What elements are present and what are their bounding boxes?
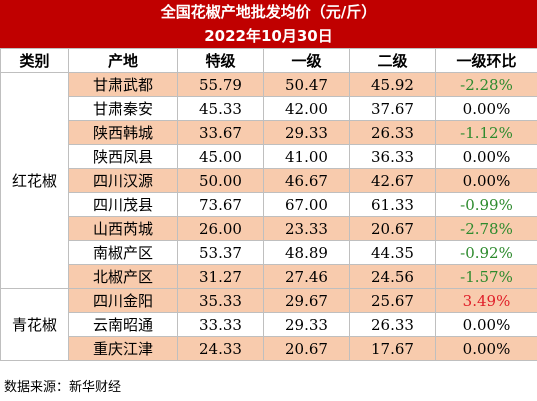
special-grade-cell: 33.33 [177,312,264,337]
second-grade-cell: 17.67 [349,336,436,361]
origin-cell: 陕西凤县 [68,144,178,169]
second-grade-cell: 45.92 [349,72,436,97]
origin-cell: 山西芮城 [68,216,178,241]
table-row: 四川茂县 73.67 67.00 61.33 -0.99% [1,192,537,217]
first-grade-cell: 50.47 [263,72,350,97]
change-cell: -0.99% [435,192,537,217]
first-grade-cell: 67.00 [263,192,350,217]
change-cell: -2.78% [435,216,537,241]
table-row: 山西芮城 26.00 23.33 20.67 -2.78% [1,216,537,241]
first-grade-cell: 41.00 [263,144,350,169]
change-cell: -0.92% [435,240,537,265]
header-row: 类别 产地 特级 一级 二级 一级环比 [0,48,537,73]
change-cell: 3.49% [435,288,537,313]
change-cell: 0.00% [435,96,537,121]
first-grade-cell: 27.46 [263,264,350,289]
special-grade-cell: 35.33 [177,288,264,313]
first-grade-cell: 29.67 [263,288,350,313]
second-grade-cell: 42.67 [349,168,436,193]
second-grade-cell: 26.33 [349,120,436,145]
second-grade-cell: 25.67 [349,288,436,313]
special-grade-cell: 45.33 [177,96,264,121]
change-cell: 0.00% [435,312,537,337]
table-title: 全国花椒产地批发均价（元/斤） [160,3,377,21]
origin-cell: 陕西韩城 [68,120,178,145]
change-cell: 0.00% [435,144,537,169]
origin-cell: 四川茂县 [68,192,178,217]
table-date: 2022年10月30日 [204,27,333,45]
header-second-grade: 二级 [349,48,436,73]
origin-cell: 甘肃武都 [68,72,178,97]
second-grade-cell: 26.33 [349,312,436,337]
origin-cell: 甘肃秦安 [68,96,178,121]
origin-cell: 北椒产区 [68,264,178,289]
special-grade-cell: 50.00 [177,168,264,193]
second-grade-cell: 20.67 [349,216,436,241]
table-row: 云南昭通 33.33 29.33 26.33 0.00% [1,312,537,337]
origin-cell: 重庆江津 [68,336,178,361]
category-cell: 青花椒 [0,288,69,361]
special-grade-cell: 53.37 [177,240,264,265]
table-row: 重庆江津 24.33 20.67 17.67 0.00% [1,336,537,361]
table-row: 四川汉源 50.00 46.67 42.67 0.00% [1,168,537,193]
special-grade-cell: 31.27 [177,264,264,289]
first-grade-cell: 20.67 [263,336,350,361]
change-cell: 0.00% [435,336,537,361]
first-grade-cell: 29.33 [263,120,350,145]
header-origin: 产地 [68,48,178,73]
change-cell: -2.28% [435,72,537,97]
table-row: 红花椒 甘肃武都 55.79 50.47 45.92 -2.28% [0,72,537,289]
second-grade-cell: 24.56 [349,264,436,289]
origin-cell: 云南昭通 [68,312,178,337]
change-cell: 0.00% [435,168,537,193]
header-first-grade: 一级 [263,48,350,73]
table-row: 南椒产区 53.37 48.89 44.35 -0.92% [1,240,537,265]
origin-cell: 南椒产区 [68,240,178,265]
header-special-grade: 特级 [177,48,264,73]
special-grade-cell: 45.00 [177,144,264,169]
special-grade-cell: 55.79 [177,72,264,97]
change-cell: -1.57% [435,264,537,289]
table-row: 陕西凤县 45.00 41.00 36.33 0.00% [1,144,537,169]
origin-cell: 四川金阳 [68,288,178,313]
table-row: 北椒产区 31.27 27.46 24.56 -1.57% [1,264,537,289]
title-bar: 全国花椒产地批发均价（元/斤） 2022年10月30日 [0,0,537,48]
second-grade-cell: 37.67 [349,96,436,121]
table-row: 甘肃秦安 45.33 42.00 37.67 0.00% [1,96,537,121]
second-grade-cell: 44.35 [349,240,436,265]
first-grade-cell: 46.67 [263,168,350,193]
category-cell: 红花椒 [0,72,69,289]
special-grade-cell: 26.00 [177,216,264,241]
table-row: 陕西韩城 33.67 29.33 26.33 -1.12% [1,120,537,145]
header-first-grade-change: 一级环比 [435,48,537,73]
origin-cell: 四川汉源 [68,168,178,193]
table-body: 红花椒 甘肃武都 55.79 50.47 45.92 -2.28% 甘肃秦安 45.33 42.… [0,72,537,361]
table-row: 青花椒 四川金阳 35.33 29.67 25.67 3.49% [0,288,537,361]
special-grade-cell: 73.67 [177,192,264,217]
header-category: 类别 [0,48,69,73]
first-grade-cell: 29.33 [263,312,350,337]
second-grade-cell: 36.33 [349,144,436,169]
special-grade-cell: 24.33 [177,336,264,361]
change-cell: -1.12% [435,120,537,145]
second-grade-cell: 61.33 [349,192,436,217]
first-grade-cell: 42.00 [263,96,350,121]
data-source-note: 数据来源：新华财经 [4,380,122,395]
first-grade-cell: 23.33 [263,216,350,241]
price-table: 类别 产地 特级 一级 二级 一级环比 红花椒 甘肃武都 55.79 50.47 45.… [0,48,537,361]
special-grade-cell: 33.67 [177,120,264,145]
first-grade-cell: 48.89 [263,240,350,265]
